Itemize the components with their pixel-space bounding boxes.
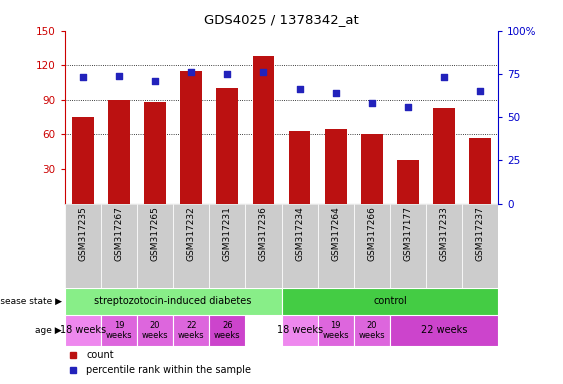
Text: GSM317233: GSM317233 bbox=[440, 206, 449, 261]
Text: 26
weeks: 26 weeks bbox=[214, 321, 240, 340]
Text: GSM317236: GSM317236 bbox=[259, 206, 268, 261]
Bar bbox=[390, 315, 498, 346]
Point bbox=[331, 90, 340, 96]
Text: percentile rank within the sample: percentile rank within the sample bbox=[87, 366, 252, 376]
Bar bbox=[173, 315, 209, 346]
Bar bbox=[282, 288, 498, 315]
Point bbox=[223, 71, 232, 77]
Bar bbox=[253, 56, 274, 204]
Point bbox=[404, 104, 413, 110]
Bar bbox=[65, 204, 101, 288]
Point bbox=[440, 74, 449, 81]
Text: GDS4025 / 1378342_at: GDS4025 / 1378342_at bbox=[204, 13, 359, 26]
Bar bbox=[209, 204, 245, 288]
Point bbox=[114, 73, 123, 79]
Bar bbox=[180, 71, 202, 204]
Text: GSM317237: GSM317237 bbox=[476, 206, 485, 261]
Bar bbox=[101, 204, 137, 288]
Text: GSM317264: GSM317264 bbox=[331, 206, 340, 261]
Text: 19
weeks: 19 weeks bbox=[323, 321, 349, 340]
Bar bbox=[361, 134, 383, 204]
Point bbox=[78, 74, 87, 81]
Bar bbox=[144, 102, 166, 204]
Point bbox=[259, 69, 268, 75]
Text: GSM317232: GSM317232 bbox=[187, 206, 196, 261]
Bar bbox=[137, 315, 173, 346]
Text: 18 weeks: 18 weeks bbox=[276, 325, 323, 335]
Bar bbox=[470, 138, 491, 204]
Text: disease state ▶: disease state ▶ bbox=[0, 297, 62, 306]
Text: GSM317235: GSM317235 bbox=[78, 206, 87, 261]
Bar bbox=[245, 204, 282, 288]
Text: GSM317266: GSM317266 bbox=[367, 206, 376, 261]
Bar bbox=[462, 204, 498, 288]
Point bbox=[150, 78, 159, 84]
Bar bbox=[65, 288, 282, 315]
Text: count: count bbox=[87, 350, 114, 360]
Bar bbox=[108, 100, 129, 204]
Text: 22 weeks: 22 weeks bbox=[421, 325, 467, 335]
Bar bbox=[216, 88, 238, 204]
Bar bbox=[318, 315, 354, 346]
Text: control: control bbox=[373, 296, 406, 306]
Text: GSM317234: GSM317234 bbox=[295, 206, 304, 261]
Text: 19
weeks: 19 weeks bbox=[106, 321, 132, 340]
Text: GSM317265: GSM317265 bbox=[150, 206, 159, 261]
Bar bbox=[318, 204, 354, 288]
Bar bbox=[101, 315, 137, 346]
Bar bbox=[397, 160, 419, 204]
Bar bbox=[354, 315, 390, 346]
Bar bbox=[209, 315, 245, 346]
Point bbox=[476, 88, 485, 94]
Point bbox=[187, 69, 196, 75]
Bar bbox=[434, 108, 455, 204]
Bar bbox=[65, 315, 101, 346]
Bar bbox=[289, 131, 310, 204]
Text: 22
weeks: 22 weeks bbox=[178, 321, 204, 340]
Bar bbox=[325, 129, 347, 204]
Text: streptozotocin-induced diabetes: streptozotocin-induced diabetes bbox=[95, 296, 252, 306]
Bar bbox=[354, 204, 390, 288]
Bar bbox=[426, 204, 462, 288]
Point bbox=[367, 100, 376, 106]
Text: GSM317177: GSM317177 bbox=[404, 206, 413, 261]
Text: 20
weeks: 20 weeks bbox=[142, 321, 168, 340]
Point bbox=[295, 86, 304, 93]
Text: age ▶: age ▶ bbox=[35, 326, 62, 335]
Bar bbox=[137, 204, 173, 288]
Bar bbox=[282, 315, 318, 346]
Text: GSM317231: GSM317231 bbox=[223, 206, 232, 261]
Text: 20
weeks: 20 weeks bbox=[359, 321, 385, 340]
Bar bbox=[173, 204, 209, 288]
Bar bbox=[72, 117, 93, 204]
Text: GSM317267: GSM317267 bbox=[114, 206, 123, 261]
Bar bbox=[390, 204, 426, 288]
Bar bbox=[282, 204, 318, 288]
Text: 18 weeks: 18 weeks bbox=[60, 325, 106, 335]
